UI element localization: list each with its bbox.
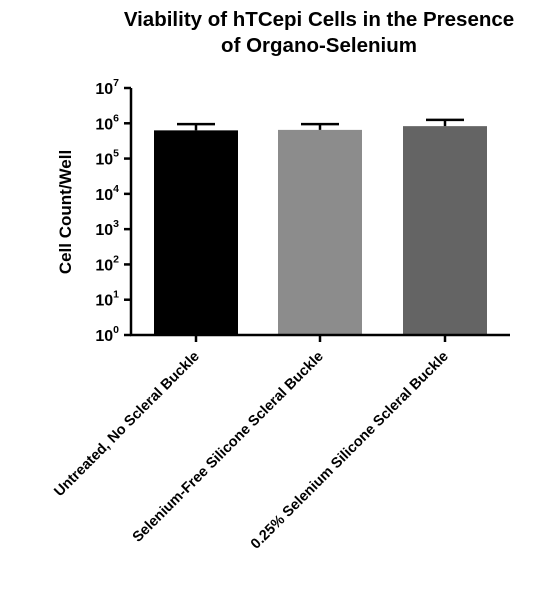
y-tick-label: 107: [95, 77, 119, 98]
y-tick-base: 10: [95, 328, 113, 345]
bars-layer: [154, 126, 487, 335]
y-tick-base: 10: [95, 293, 113, 310]
y-tick-label: 103: [95, 218, 119, 239]
y-tick-exponent: 5: [113, 148, 119, 160]
y-tick-base: 10: [95, 222, 113, 239]
y-tick-exponent: 1: [113, 289, 119, 301]
chart-title-line-2: of Organo-Selenium: [221, 34, 417, 57]
y-tick-label: 100: [95, 324, 119, 345]
bar-1: [154, 130, 238, 335]
y-tick-label: 106: [95, 112, 119, 133]
bar-2: [278, 129, 362, 335]
y-tick-base: 10: [95, 187, 113, 204]
y-tick-exponent: 2: [113, 253, 119, 265]
y-tick-label: 105: [95, 148, 119, 169]
y-tick-base: 10: [95, 152, 113, 169]
x-tick-label: Untreated, No Scleral Buckle: [51, 349, 202, 500]
chart-title-line-1: Viability of hTCepi Cells in the Presenc…: [124, 8, 514, 31]
y-tick-base: 10: [95, 116, 113, 133]
bar-3: [403, 126, 487, 335]
y-axis-label: Cell Count/Well: [56, 150, 75, 274]
error-bars-layer: [177, 118, 464, 131]
x-tick-label: 0.25% Selenium Silicone Scleral Buckle: [248, 349, 452, 553]
y-tick-exponent: 6: [113, 112, 119, 124]
y-tick-label: 101: [95, 289, 119, 310]
y-tick-base: 10: [95, 81, 113, 98]
y-tick-exponent: 0: [113, 324, 119, 336]
y-tick-label: 102: [95, 253, 119, 274]
y-tick-exponent: 7: [113, 77, 119, 89]
y-tick-label: 104: [95, 183, 119, 204]
x-ticks-layer: Untreated, No Scleral BuckleSelenium-Fre…: [51, 335, 452, 553]
y-tick-exponent: 4: [113, 183, 119, 195]
y-tick-base: 10: [95, 257, 113, 274]
x-tick-label: Selenium-Free Silicone Scleral Buckle: [130, 349, 327, 546]
y-tick-exponent: 3: [113, 218, 119, 230]
